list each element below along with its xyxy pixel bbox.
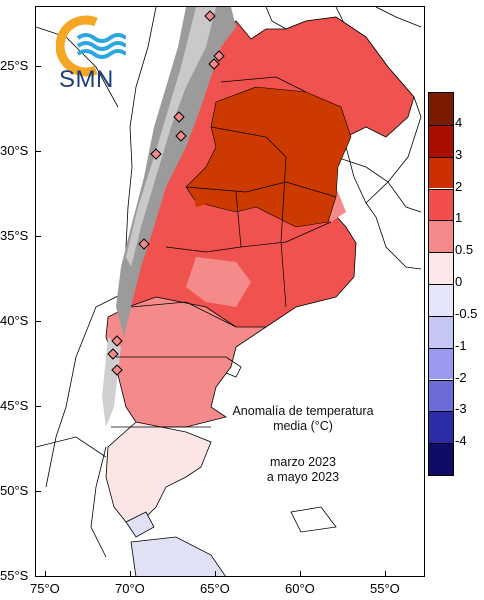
map-frame	[35, 6, 425, 577]
legend-label: -1	[455, 337, 467, 353]
lat-label: 55°S	[0, 568, 29, 583]
legend-label: 0	[455, 274, 463, 289]
legend-swatch	[429, 379, 453, 412]
map-period: marzo 2023 a mayo 2023	[218, 455, 388, 485]
legend-label: 2	[455, 178, 463, 194]
legend-swatch	[429, 284, 453, 316]
lon-label: 60°O	[285, 581, 315, 596]
legend-label: 1	[455, 210, 463, 226]
lat-label: 50°S	[0, 483, 29, 498]
legend-swatch	[429, 443, 453, 475]
region-anomaly-neg	[125, 511, 155, 538]
andes-relief	[116, 7, 236, 337]
station-marker	[111, 364, 123, 376]
legend-swatch	[429, 156, 453, 189]
period-line1: marzo 2023	[269, 455, 336, 469]
title-line2: media (°C)	[273, 419, 333, 433]
lon-label: 70°O	[115, 581, 145, 596]
lat-label: 30°S	[0, 143, 29, 158]
station-marker	[175, 130, 187, 142]
legend-swatch	[429, 93, 453, 125]
lat-label: 40°S	[0, 313, 29, 328]
anomaly-fill	[102, 7, 415, 576]
legend-swatch	[429, 124, 453, 157]
coastline	[90, 356, 337, 558]
region-anomaly-2-3	[185, 86, 352, 228]
station-marker	[150, 148, 162, 160]
province-borders	[111, 76, 337, 428]
legend-label: 3	[455, 146, 463, 162]
color-legend	[428, 92, 454, 476]
legend-label: -2	[455, 369, 467, 385]
region-anomaly-0-05	[105, 421, 212, 523]
legend-swatch	[429, 188, 453, 221]
station-marker	[107, 348, 119, 360]
legend-label: -3	[455, 401, 467, 417]
station-marker	[208, 58, 220, 70]
legend-label: -0.5	[455, 305, 478, 321]
smn-logo	[56, 15, 126, 77]
station-marker	[204, 10, 216, 22]
legend-swatch	[429, 411, 453, 444]
anomaly-map	[36, 7, 422, 576]
lat-label: 35°S	[0, 228, 29, 243]
legend-swatch	[429, 252, 453, 284]
title-line1: Anomalía de temperatura	[232, 404, 374, 418]
lon-label: 75°O	[30, 581, 60, 596]
logo-text: SMN	[59, 66, 114, 93]
lon-label: 55°O	[370, 581, 400, 596]
station-marker	[111, 335, 123, 347]
lat-label: 25°S	[0, 58, 29, 73]
station-marker	[173, 111, 185, 123]
legend-swatch	[429, 220, 453, 253]
period-line2: a mayo 2023	[266, 470, 340, 484]
station-marker	[213, 50, 225, 62]
station-marker	[138, 238, 150, 250]
station-markers	[107, 10, 225, 376]
legend-swatch	[429, 347, 453, 380]
legend-label: 4	[455, 114, 463, 130]
map-title: Anomalía de temperatura media (°C)	[218, 404, 388, 434]
legend-swatch	[429, 315, 453, 348]
lon-label: 65°O	[200, 581, 230, 596]
legend-label: -4	[455, 433, 467, 449]
lat-label: 45°S	[0, 398, 29, 413]
legend-label: 0.5	[455, 242, 474, 258]
